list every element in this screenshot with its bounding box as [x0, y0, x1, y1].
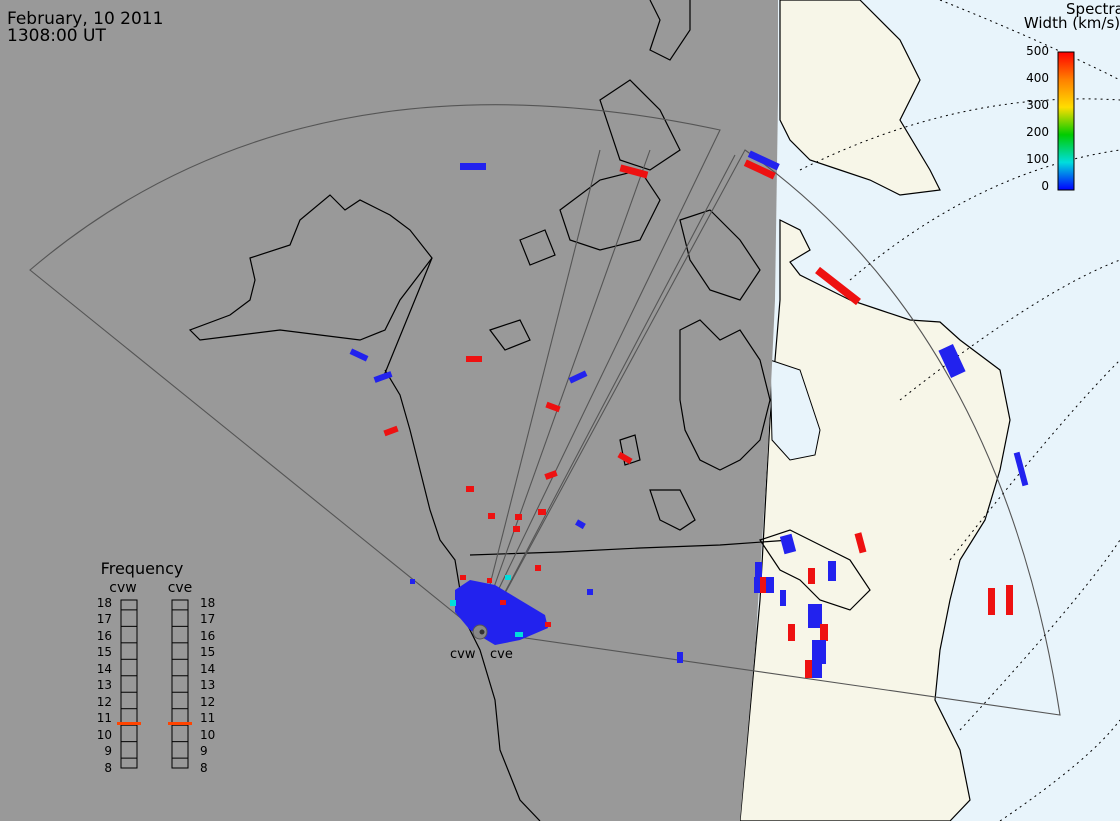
frequency-bar-cvw: [120, 599, 138, 769]
date-label: February, 10 2011: [7, 9, 164, 29]
freq-scale-right: 18: [200, 596, 215, 610]
freq-scale-left: 11: [97, 711, 112, 725]
freq-scale-right: 13: [200, 678, 215, 692]
coastlines: [188, 0, 871, 821]
frequency-bar-cve: [171, 599, 189, 769]
colorbar-title-2: Width (km/s): [1024, 14, 1120, 32]
colorbar-tick: 300: [1026, 98, 1049, 112]
freq-scale-left: 9: [104, 744, 112, 758]
time-label: 1308:00 UT: [7, 26, 106, 46]
radar-fov: [29, 104, 1061, 716]
colorbar-tick: 400: [1026, 71, 1049, 85]
colorbar-tick: 500: [1026, 44, 1049, 58]
frequency-panel: Frequency cvw cve 18 17 16 15 14 13 12 1…: [97, 559, 216, 775]
radar-site-dot: [479, 629, 485, 635]
lat-circles: [799, 0, 1120, 821]
scatter-echoes: [349, 150, 1029, 678]
frequency-grid: [121, 609, 188, 759]
freq-scale-right: 8: [200, 761, 208, 775]
station-label-cvw: cvw: [450, 647, 476, 662]
station-label-cve: cve: [490, 647, 513, 662]
freq-scale-left: 12: [97, 695, 112, 709]
freq-scale-left: 15: [97, 645, 112, 659]
freq-scale-right: 10: [200, 728, 215, 742]
freq-scale-right: 14: [200, 662, 215, 676]
freq-scale-left: 17: [97, 612, 112, 626]
colorbar: Spectral Width (km/s) 500 400 300 200 10…: [1024, 0, 1120, 193]
frequency-radar-cve: cve: [168, 580, 193, 596]
colorbar-title-1: Spectral: [1066, 0, 1120, 18]
freq-scale-left: 10: [97, 728, 112, 742]
colorbar-gradient: [1057, 51, 1075, 191]
freq-scale-right: 9: [200, 744, 208, 758]
hudson-bay-lobe: [769, 359, 821, 461]
colorbar-tick: 200: [1026, 125, 1049, 139]
frequency-radar-cvw: cvw: [109, 580, 136, 596]
freq-scale-left: 14: [97, 662, 112, 676]
freq-scale-right: 17: [200, 612, 215, 626]
freq-scale-left: 16: [97, 629, 112, 643]
radar-sites: [472, 624, 488, 640]
freq-scale-left: 18: [97, 596, 112, 610]
freq-scale-right: 11: [200, 711, 215, 725]
freq-scale-right: 15: [200, 645, 215, 659]
night-side: [0, 0, 778, 821]
freq-scale-right: 12: [200, 695, 215, 709]
freq-scale-left: 13: [97, 678, 112, 692]
colorbar-tick: 0: [1041, 179, 1049, 193]
borders: [382, 257, 791, 556]
frequency-title: Frequency: [101, 559, 184, 578]
colorbar-tick: 100: [1026, 152, 1049, 166]
freq-scale-left: 8: [104, 761, 112, 775]
freq-scale-right: 16: [200, 629, 215, 643]
